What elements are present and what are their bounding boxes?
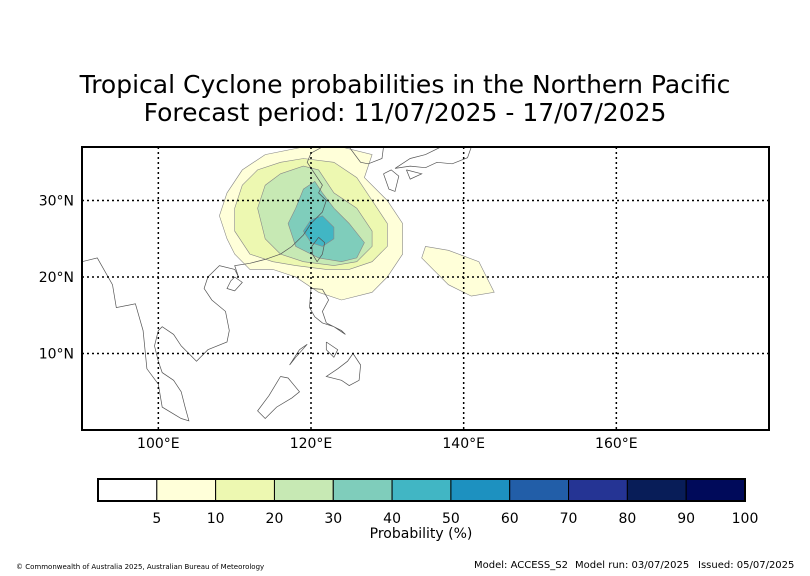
coastline	[311, 237, 326, 263]
lon-tick-label: 140°E	[442, 436, 485, 452]
colorbar-tick: 20	[266, 511, 284, 527]
lon-tick-label: 120°E	[290, 436, 333, 452]
map-title-line2: Forecast period: 11/07/2025 - 17/07/2025	[143, 98, 667, 127]
colorbar-frame	[97, 478, 746, 502]
colorbar-tick: 50	[442, 511, 460, 527]
coastline	[394, 147, 472, 169]
coastline	[325, 353, 361, 387]
colorbar-swatch	[509, 478, 570, 502]
colorbar-swatch	[273, 478, 334, 502]
coastline	[383, 169, 400, 192]
probability-region-5pct	[421, 246, 495, 297]
colorbar-swatch	[391, 478, 452, 502]
colorbar-tick: 90	[677, 511, 695, 527]
colorbar-swatch	[626, 478, 687, 502]
model-run-date: Model run: 03/07/2025	[575, 560, 690, 571]
colorbar-swatch	[450, 478, 511, 502]
colorbar-tick: 100	[732, 511, 759, 527]
lat-tick-label: 20°N	[39, 270, 74, 286]
coastline	[325, 341, 339, 358]
longitude-labels: 100°E 120°E 140°E 160°E	[137, 436, 638, 452]
colorbar-tick: 80	[618, 511, 636, 527]
colorbar-swatch	[215, 478, 275, 502]
coastlines	[82, 147, 472, 422]
colorbar-tick: 70	[560, 511, 578, 527]
colorbar	[97, 478, 746, 502]
copyright-text: © Commonwealth of Australia 2025, Austra…	[16, 563, 265, 571]
issued-date: Issued: 05/07/2025	[698, 560, 795, 571]
coastline	[82, 147, 327, 422]
colorbar-swatch	[97, 478, 158, 502]
graticule	[82, 147, 769, 430]
coastline	[226, 276, 243, 292]
lon-tick-label: 100°E	[137, 436, 180, 452]
model-name: Model: ACCESS_S2	[474, 560, 568, 571]
map-frame	[81, 146, 770, 431]
colorbar-tick-labels: 5 10 20 30 40 50 60 70 80 90 100	[152, 511, 758, 527]
colorbar-tick: 5	[152, 511, 161, 527]
latitude-labels: 30°N 20°N 10°N	[39, 194, 74, 363]
colorbar-swatch	[156, 478, 217, 502]
lat-tick-label: 10°N	[39, 347, 74, 363]
lon-tick-label: 160°E	[595, 436, 638, 452]
coastline	[289, 344, 308, 366]
colorbar-tick: 60	[501, 511, 519, 527]
colorbar-tick: 10	[207, 511, 225, 527]
coastline	[348, 147, 384, 165]
coastline	[406, 169, 423, 180]
coastline	[257, 376, 300, 419]
colorbar-tick: 40	[383, 511, 401, 527]
colorbar-swatch	[685, 478, 746, 502]
lat-tick-label: 30°N	[39, 194, 74, 210]
colorbar-label: Probability (%)	[370, 526, 473, 542]
map-title-line1: Tropical Cyclone probabilities in the No…	[79, 70, 731, 99]
coastline	[309, 288, 346, 335]
colorbar-swatch	[332, 478, 393, 502]
colorbar-swatch	[568, 478, 628, 502]
colorbar-tick: 30	[324, 511, 342, 527]
